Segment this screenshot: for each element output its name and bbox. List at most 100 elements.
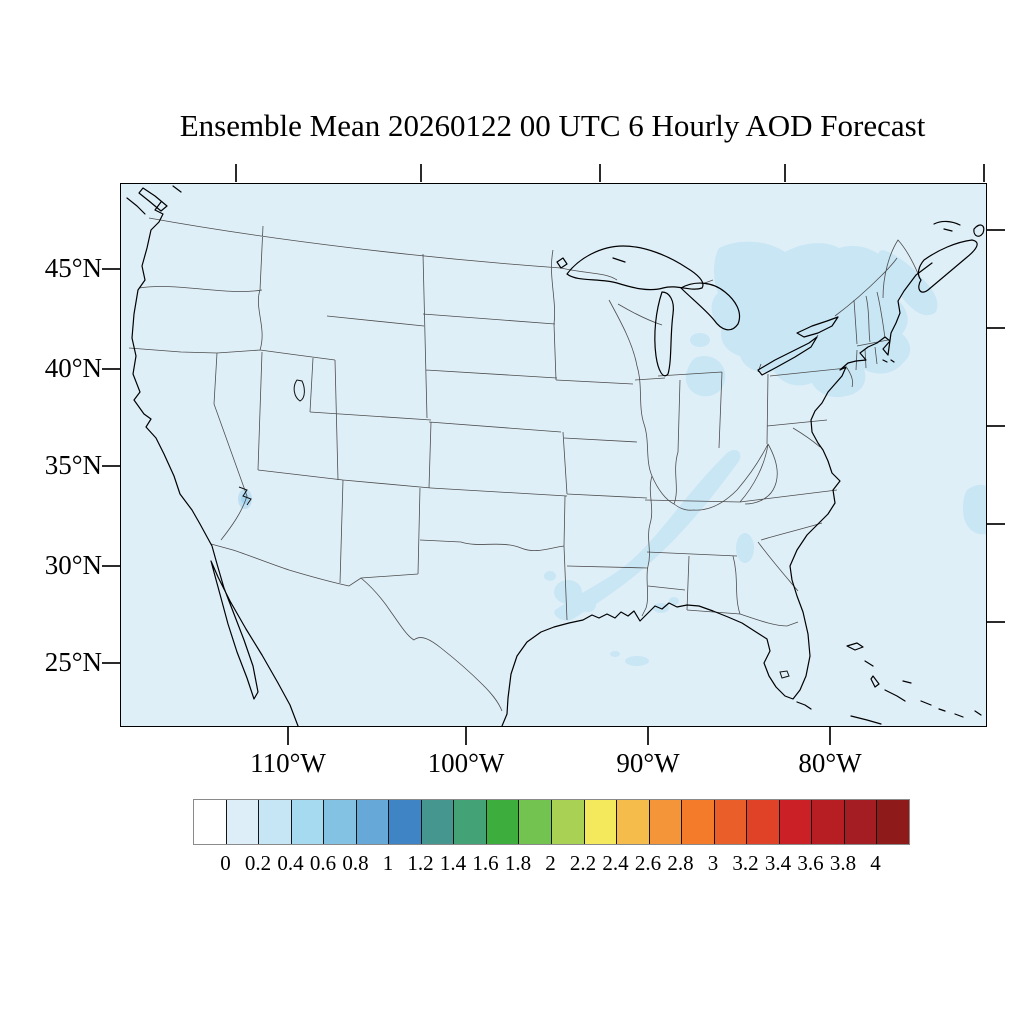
lake-mead-colorado-river bbox=[238, 486, 252, 506]
colorbar-tick-label-0: 0 bbox=[220, 851, 231, 875]
colorbar-cell-2 bbox=[259, 800, 292, 844]
colorbar-cell-19 bbox=[812, 800, 845, 844]
colorbar-cell-0 bbox=[194, 800, 227, 844]
colorbar-cell-13 bbox=[617, 800, 650, 844]
aod-patch-louisiana-2 bbox=[580, 598, 596, 612]
colorbar-tick-label-0.2: 0.2 bbox=[244, 851, 272, 875]
aod-patch-louisiana bbox=[554, 580, 582, 604]
gulf-atlantic-coast bbox=[501, 262, 933, 726]
lon-tick-bottom-1 bbox=[465, 727, 467, 745]
lon-label-3: 80°W bbox=[798, 748, 862, 778]
colorbar-tick-label-3.6: 3.6 bbox=[797, 851, 824, 875]
colorbar-cell-1 bbox=[226, 800, 260, 844]
colorbar-tick-label-1.8: 1.8 bbox=[504, 851, 532, 875]
colorbar-cell-9 bbox=[486, 800, 520, 844]
lat-tick-right-3 bbox=[987, 523, 1005, 525]
colorbar-tick-label-1.2: 1.2 bbox=[407, 851, 434, 875]
colorbar-cell-3 bbox=[291, 800, 325, 844]
aod-patch-georgia bbox=[736, 533, 754, 563]
lat-tick-right-2 bbox=[987, 425, 1005, 427]
lat-label-3: 30°N bbox=[44, 550, 102, 580]
colorbar-cell-6 bbox=[389, 800, 422, 844]
lon-tick-bottom-2 bbox=[647, 727, 649, 745]
colorbar-cell-16 bbox=[714, 800, 748, 844]
colorbar-tick-label-2.2: 2.2 bbox=[569, 851, 597, 875]
lon-tick-top-0 bbox=[235, 164, 237, 182]
inland-water-layer bbox=[238, 379, 790, 679]
aod-patch-ohio bbox=[685, 355, 726, 397]
aod-patch-georgian-bay bbox=[723, 264, 753, 288]
lake-ontario bbox=[796, 316, 839, 338]
colorbar-tick-label-3.4: 3.4 bbox=[764, 851, 792, 875]
great-salt-lake bbox=[293, 379, 305, 402]
lat-tick-left-2 bbox=[102, 465, 120, 467]
lat-label-0: 45°N bbox=[44, 253, 102, 283]
colorbar-labels: 0 0.2 0.4 0.6 0.8 1 1.2 1.4 1.6 1.8 2 2.2 2.4 2.6 2.8 3… bbox=[193, 851, 908, 881]
vancouver-island-coast bbox=[126, 185, 182, 215]
lat-label-2: 35°N bbox=[44, 450, 102, 480]
colorbar-tick-label-3.8: 3.8 bbox=[829, 851, 857, 875]
aod-patch-gulf-offshore-2 bbox=[610, 651, 620, 657]
colorbar-cell-14 bbox=[649, 800, 683, 844]
colorbar-cell-10 bbox=[519, 800, 553, 844]
colorbar-tick-label-2: 2 bbox=[545, 851, 556, 875]
colorbar-cell-12 bbox=[584, 800, 618, 844]
colorbar-tick-label-1: 1 bbox=[382, 851, 394, 875]
aod-patch-louisiana-3 bbox=[544, 571, 556, 581]
colorbar bbox=[193, 799, 910, 845]
colorbar-tick-label-2.4: 2.4 bbox=[602, 851, 629, 875]
lon-tick-top-2 bbox=[599, 164, 601, 182]
coastline-layer bbox=[126, 185, 985, 726]
colorbar-tick-label-2.6: 2.6 bbox=[634, 851, 662, 875]
lon-label-2: 90°W bbox=[616, 748, 680, 778]
state-borders-layer bbox=[128, 217, 920, 712]
colorbar-cell-4 bbox=[324, 800, 357, 844]
lat-tick-left-0 bbox=[102, 268, 120, 270]
colorbar-cell-21 bbox=[877, 800, 910, 844]
colorbar-tick-label-0.4: 0.4 bbox=[277, 851, 304, 875]
colorbar-cell-8 bbox=[454, 800, 487, 844]
lake-michigan bbox=[654, 291, 674, 377]
aod-patch-layer bbox=[544, 241, 986, 666]
colorbar-tick-label-4: 4 bbox=[870, 851, 881, 875]
lon-tick-bottom-3 bbox=[829, 727, 831, 745]
lake-erie bbox=[757, 336, 818, 376]
aod-patch-gulf-coast-2 bbox=[669, 597, 679, 605]
lat-tick-left-4 bbox=[102, 662, 120, 664]
colorbar-cell-7 bbox=[421, 800, 455, 844]
aod-patch-gulf-offshore bbox=[625, 656, 649, 666]
colorbar-tick-label-1.6: 1.6 bbox=[472, 851, 499, 875]
island-fragments bbox=[556, 257, 895, 363]
lon-label-0: 110°W bbox=[250, 748, 326, 778]
map-frame bbox=[120, 183, 987, 727]
colorbar-cell-20 bbox=[844, 800, 878, 844]
lat-tick-left-3 bbox=[102, 565, 120, 567]
bahamas-cuba-fragments bbox=[796, 642, 982, 725]
lon-tick-top-4 bbox=[983, 164, 985, 182]
aod-patch-atlantic-edge bbox=[963, 484, 986, 535]
us-map-canvas bbox=[121, 184, 986, 726]
lat-label-4: 25°N bbox=[44, 647, 102, 677]
lon-tick-bottom-0 bbox=[287, 727, 289, 745]
colorbar-tick-label-0.6: 0.6 bbox=[309, 851, 337, 875]
colorbar-cell-18 bbox=[779, 800, 813, 844]
lake-superior bbox=[566, 245, 704, 291]
colorbar-tick-label-3.2: 3.2 bbox=[732, 851, 759, 875]
lon-tick-top-1 bbox=[420, 164, 422, 182]
lake-okeechobee bbox=[779, 670, 790, 679]
lat-label-1: 40°N bbox=[44, 353, 102, 383]
nova-scotia-coast bbox=[917, 220, 985, 293]
aod-patch-northeast bbox=[711, 241, 911, 398]
lat-tick-left-1 bbox=[102, 368, 120, 370]
colorbar-cell-11 bbox=[552, 800, 585, 844]
aod-patch-maine-coast bbox=[878, 250, 938, 316]
colorbar-tick-label-1.4: 1.4 bbox=[439, 851, 467, 875]
colorbar-cell-15 bbox=[682, 800, 715, 844]
lon-label-1: 100°W bbox=[427, 748, 505, 778]
page-title: Ensemble Mean 20260122 00 UTC 6 Hourly A… bbox=[179, 108, 926, 143]
lon-tick-top-3 bbox=[784, 164, 786, 182]
colorbar-tick-label-0.8: 0.8 bbox=[342, 851, 369, 875]
aod-patch-appalachian-gulf-band bbox=[554, 450, 741, 621]
aod-patch-michigan bbox=[690, 333, 710, 347]
